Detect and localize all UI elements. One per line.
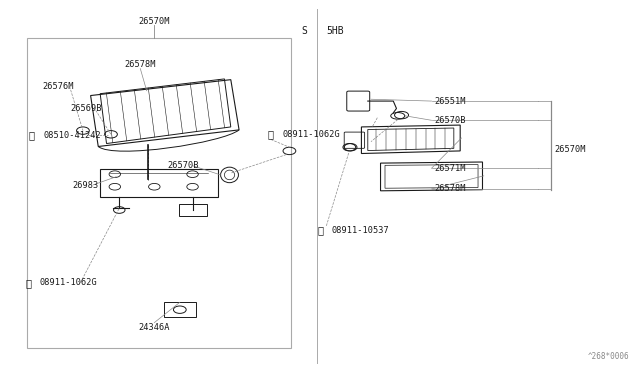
Text: 26983: 26983 (73, 182, 99, 190)
Bar (27, 38, 291, 349)
Text: 08911-1062G: 08911-1062G (282, 130, 340, 139)
Text: Ⓝ: Ⓝ (317, 225, 323, 235)
Text: 26576M: 26576M (43, 82, 74, 91)
Text: S: S (301, 26, 307, 36)
Text: 26578M: 26578M (125, 60, 156, 69)
Text: 26571M: 26571M (435, 164, 466, 173)
Text: 26569B: 26569B (70, 104, 102, 113)
Text: Ⓝ: Ⓝ (25, 278, 31, 288)
Text: 08510-41242: 08510-41242 (44, 131, 101, 140)
Text: Ⓝ: Ⓝ (268, 129, 274, 139)
Text: ^268*0006: ^268*0006 (588, 352, 629, 361)
Text: 26551M: 26551M (435, 97, 466, 106)
Text: 26570B: 26570B (167, 161, 198, 170)
Text: 26570M: 26570M (554, 145, 586, 154)
Text: 26578M: 26578M (435, 185, 466, 193)
Text: 26570B: 26570B (435, 116, 466, 125)
Text: 26570M: 26570M (139, 17, 170, 26)
Text: Ⓢ: Ⓢ (29, 130, 35, 140)
Text: 08911-1062G: 08911-1062G (40, 278, 97, 287)
Text: 08911-10537: 08911-10537 (332, 226, 389, 235)
Text: 5HB: 5HB (326, 26, 344, 36)
Bar (179, 205, 207, 215)
Text: 24346A: 24346A (139, 323, 170, 331)
